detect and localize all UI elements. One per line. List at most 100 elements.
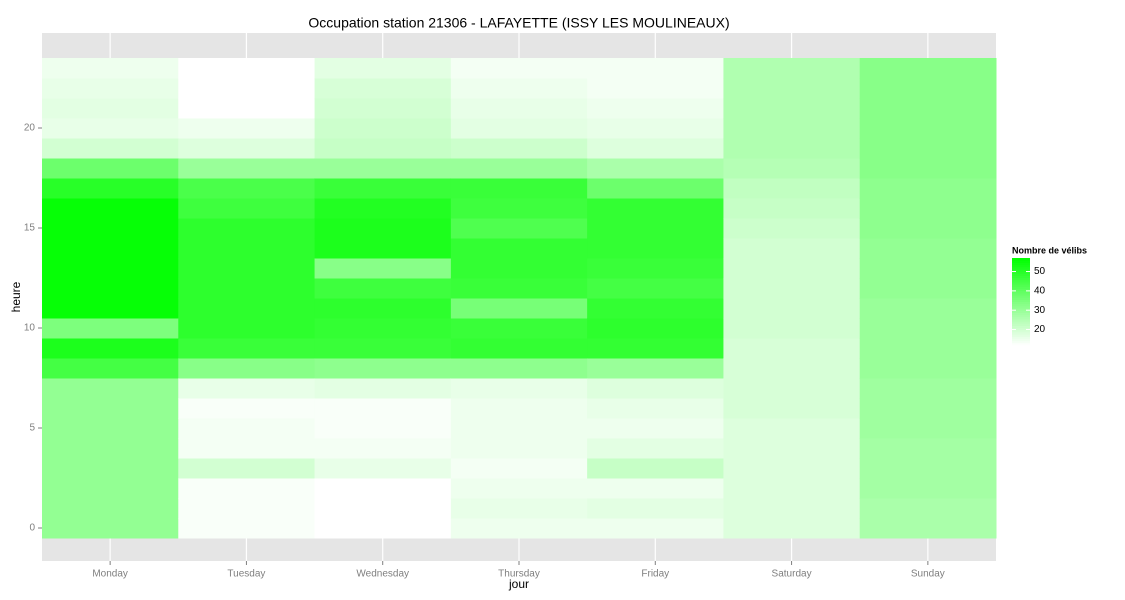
x-tick-label: Thursday xyxy=(498,569,540,580)
colorbar-segment xyxy=(1012,279,1030,283)
heat-cell xyxy=(859,458,997,479)
heat-cell xyxy=(450,498,588,519)
x-tick-label: Tuesday xyxy=(227,569,265,580)
heat-cell xyxy=(450,338,588,359)
heat-cell xyxy=(450,78,588,99)
colorbar-segment xyxy=(1012,277,1030,281)
heat-cell xyxy=(314,478,452,499)
heat-cell xyxy=(42,158,179,179)
heat-cell xyxy=(178,198,316,219)
heat-cell xyxy=(859,198,997,219)
colorbar-segment xyxy=(1012,288,1030,292)
colorbar-segment xyxy=(1012,299,1030,302)
heat-cell xyxy=(450,438,588,459)
heat-cell xyxy=(859,258,997,279)
y-tick-label: 10 xyxy=(24,323,36,334)
heat-cell xyxy=(450,238,588,259)
heat-cell xyxy=(42,438,179,459)
heat-cell xyxy=(42,498,179,519)
heat-cell xyxy=(314,438,452,459)
colorbar-segment xyxy=(1012,271,1030,274)
x-tick-label: Sunday xyxy=(911,569,945,580)
heat-cell xyxy=(587,378,724,399)
heat-cell xyxy=(314,458,452,479)
heat-cell xyxy=(723,458,861,479)
heat-cell xyxy=(314,358,452,379)
heat-cell xyxy=(859,58,997,79)
heat-cell xyxy=(859,498,997,519)
heat-cell xyxy=(587,78,724,99)
heat-cell xyxy=(450,258,588,279)
heat-cell xyxy=(42,398,179,419)
heat-cell xyxy=(42,518,179,539)
heat-cell xyxy=(723,258,861,279)
heat-cell xyxy=(178,58,316,79)
heat-cell xyxy=(178,98,316,119)
heat-cell xyxy=(587,298,724,319)
heat-cell xyxy=(587,98,724,119)
heat-cell xyxy=(42,358,179,379)
heat-cell xyxy=(314,398,452,419)
heat-cell xyxy=(450,178,588,199)
heat-cell xyxy=(314,138,452,159)
heat-cell xyxy=(859,418,997,439)
heat-cell xyxy=(314,78,452,99)
colorbar-segment xyxy=(1012,303,1030,307)
heat-cell xyxy=(859,138,997,159)
colorbar-segment xyxy=(1012,316,1030,320)
colorbar-segment xyxy=(1012,286,1030,289)
heat-cell xyxy=(723,498,861,519)
heat-cell xyxy=(42,458,179,479)
heat-cell xyxy=(178,218,316,239)
colorbar-label: 20 xyxy=(1034,324,1046,335)
heat-cell xyxy=(723,218,861,239)
heat-cell xyxy=(178,398,316,419)
heat-cell xyxy=(178,458,316,479)
heat-cell xyxy=(450,518,588,539)
colorbar-segment xyxy=(1012,301,1030,305)
heat-cell xyxy=(178,78,316,99)
colorbar-segment xyxy=(1012,323,1030,326)
colorbar-segment xyxy=(1012,260,1030,263)
colorbar-segment xyxy=(1012,308,1030,311)
heat-cell xyxy=(178,418,316,439)
heat-cell xyxy=(314,178,452,199)
heat-cell xyxy=(178,438,316,459)
colorbar-segment xyxy=(1012,340,1030,344)
colorbar-segment xyxy=(1012,262,1030,266)
heat-cell xyxy=(723,198,861,219)
heat-cell xyxy=(723,418,861,439)
colorbar-segment xyxy=(1012,305,1030,309)
heat-cell xyxy=(450,458,588,479)
heat-cell xyxy=(42,138,179,159)
heat-cell xyxy=(723,378,861,399)
heat-cell xyxy=(42,338,179,359)
colorbar-segment xyxy=(1012,312,1030,316)
heat-cell xyxy=(587,178,724,199)
colorbar-segment xyxy=(1012,268,1030,272)
heat-cell xyxy=(859,478,997,499)
heat-cell xyxy=(178,178,316,199)
heat-cell xyxy=(859,518,997,539)
heat-cell xyxy=(314,378,452,399)
heat-cell xyxy=(587,198,724,219)
heat-cell xyxy=(859,318,997,339)
heat-cell xyxy=(42,78,179,99)
heat-cell xyxy=(723,278,861,299)
heat-cell xyxy=(859,238,997,259)
heat-cell xyxy=(723,58,861,79)
colorbar-segment xyxy=(1012,314,1030,318)
heat-cell xyxy=(723,358,861,379)
colorbar-segment xyxy=(1012,310,1030,313)
x-tick-label: Friday xyxy=(641,569,669,580)
heat-cell xyxy=(42,98,179,119)
heat-cell xyxy=(450,118,588,139)
heat-cell xyxy=(587,458,724,479)
heat-cell xyxy=(859,398,997,419)
heat-cell xyxy=(859,378,997,399)
x-tick-label: Monday xyxy=(92,569,128,580)
heat-cell xyxy=(450,478,588,499)
colorbar-label: 50 xyxy=(1034,266,1046,277)
colorbar-segment xyxy=(1012,275,1030,279)
heat-cell xyxy=(42,278,179,299)
